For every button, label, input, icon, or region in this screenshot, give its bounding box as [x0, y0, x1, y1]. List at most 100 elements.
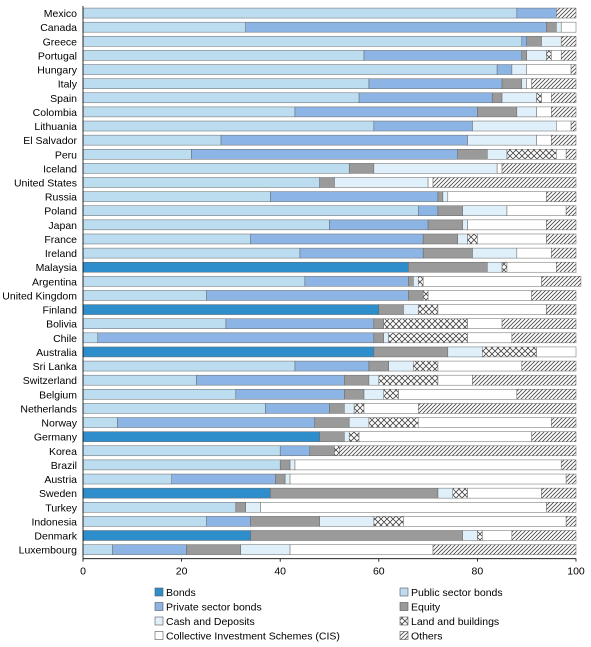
bar-row-iceland: [82, 163, 577, 174]
bar-segment-ireland-public-sector-bonds: [82, 247, 301, 259]
category-label-finland: Finland: [43, 305, 78, 317]
bar-segment-norway-collective-investment-schemes-cis: [417, 417, 552, 428]
category-label-korea: Korea: [49, 446, 77, 458]
bar-segment-el-salvador-others: [551, 134, 577, 146]
bar-segment-el-salvador-private-sector-bonds: [220, 134, 468, 146]
category-label-united-states: United States: [14, 178, 77, 190]
bar-segment-france-others: [546, 233, 577, 245]
bar-segment-france-land-and-buildings: [467, 233, 478, 245]
bar-segment-denmark-others: [511, 530, 577, 541]
bar-segment-united-states-cash-and-deposits: [334, 177, 429, 188]
bar-segment-ireland-equity: [422, 247, 473, 259]
bar-segment-australia-collective-investment-schemes-cis: [536, 346, 577, 358]
bar-segment-sweden-others: [541, 487, 577, 499]
bar-row-sri-lanka: [82, 360, 577, 372]
bar-segment-indonesia-land-and-buildings: [373, 516, 404, 527]
bar-segment-lithuania-cash-and-deposits: [472, 120, 557, 132]
bar-segment-lithuania-collective-investment-schemes-cis: [556, 120, 572, 132]
bar-segment-switzerland-cash-and-deposits: [368, 374, 380, 386]
bar-row-lithuania: [82, 120, 577, 132]
category-label-malaysia: Malaysia: [36, 262, 78, 274]
bar-segment-brazil-cash-and-deposits: [289, 459, 296, 471]
bar-segment-united-kingdom-equity: [408, 290, 424, 301]
bar-row-argentina: [82, 276, 582, 287]
legend-item-cash-and-deposits: Cash and Deposits: [154, 616, 255, 628]
bar-segment-colombia-public-sector-bonds: [82, 106, 296, 118]
bar-segment-indonesia-others: [565, 516, 577, 527]
bar-segment-korea-others: [339, 445, 577, 457]
bar-segment-chile-cash-and-deposits: [383, 332, 389, 344]
bar-segment-sweden-collective-investment-schemes-cis: [467, 487, 542, 499]
bar-segment-united-kingdom-public-sector-bonds: [82, 290, 207, 301]
bar-segment-switzerland-private-sector-bonds: [196, 374, 345, 386]
bar-segment-chile-private-sector-bonds: [97, 332, 375, 344]
bar-segment-argentina-public-sector-bonds: [82, 276, 306, 287]
bar-segment-norway-land-and-buildings: [368, 417, 419, 428]
bar-segment-finland-collective-investment-schemes-cis: [437, 304, 547, 315]
bar-segment-australia-bonds: [82, 346, 375, 358]
bar-segment-belgium-equity: [344, 389, 365, 400]
category-label-sweden: Sweden: [39, 488, 77, 500]
bar-segment-australia-cash-and-deposits: [447, 346, 483, 358]
bar-segment-greece-others: [560, 36, 577, 47]
bar-segment-netherlands-others: [417, 403, 577, 414]
bar-segment-peru-public-sector-bonds: [82, 149, 192, 160]
bar-segment-argentina-collective-investment-schemes-cis: [422, 276, 542, 287]
category-label-ireland: Ireland: [45, 248, 77, 260]
bar-segment-sri-lanka-public-sector-bonds: [82, 360, 296, 372]
bar-segment-lithuania-public-sector-bonds: [82, 120, 375, 132]
x-tick-label-20: 20: [176, 566, 188, 578]
bar-segment-ireland-others: [551, 247, 577, 259]
bar-row-brazil: [82, 459, 577, 471]
category-label-switzerland: Switzerland: [23, 375, 77, 387]
bar-segment-malaysia-collective-investment-schemes-cis: [506, 261, 557, 273]
bar-segment-portugal-others: [560, 50, 577, 61]
bar-segment-austria-public-sector-bonds: [82, 473, 172, 485]
legend-swatch-land-and-buildings: [399, 616, 409, 626]
bar-segment-russia-public-sector-bonds: [82, 191, 271, 202]
category-label-russia: Russia: [45, 192, 77, 204]
bar-segment-france-collective-investment-schemes-cis: [477, 233, 547, 245]
bar-segment-colombia-cash-and-deposits: [516, 106, 537, 118]
bar-segment-peru-equity: [457, 149, 488, 160]
bar-segment-ireland-cash-and-deposits: [472, 247, 518, 259]
bar-segment-peru-private-sector-bonds: [191, 149, 458, 160]
bar-segment-sri-lanka-others: [521, 360, 577, 372]
bar-segment-united-states-equity: [319, 177, 335, 188]
bar-segment-korea-equity: [309, 445, 335, 457]
bar-segment-argentina-others: [541, 276, 582, 287]
bar-segment-belgium-land-and-buildings: [383, 389, 399, 400]
bar-segment-brazil-public-sector-bonds: [82, 459, 281, 471]
bar-segment-iceland-cash-and-deposits: [373, 163, 498, 174]
bar-row-el-salvador: [82, 134, 577, 146]
bar-segment-netherlands-public-sector-bonds: [82, 403, 266, 414]
bar-segment-spain-collective-investment-schemes-cis: [541, 92, 552, 104]
bar-segment-turkey-collective-investment-schemes-cis: [260, 502, 547, 513]
bar-segment-italy-private-sector-bonds: [368, 78, 503, 89]
bar-segment-germany-bonds: [82, 431, 320, 442]
bar-row-australia: [82, 346, 577, 358]
bar-row-luxembourg: [82, 544, 577, 555]
bar-segment-malaysia-land-and-buildings: [501, 261, 508, 273]
bar-segment-greece-private-sector-bonds: [521, 36, 527, 47]
bar-row-spain: [82, 92, 577, 104]
category-label-portugal: Portugal: [38, 50, 77, 62]
bar-segment-denmark-equity: [250, 530, 463, 541]
category-label-hungary: Hungary: [37, 65, 77, 77]
x-tick-label-80: 80: [472, 566, 484, 578]
bar-row-united-states: [82, 177, 577, 188]
bar-row-belgium: [82, 389, 577, 400]
bar-segment-japan-others: [546, 219, 577, 231]
bar-segment-greece-equity: [526, 36, 542, 47]
category-label-poland: Poland: [44, 206, 77, 218]
bar-row-turkey: [82, 502, 577, 513]
bar-segment-indonesia-collective-investment-schemes-cis: [403, 516, 567, 527]
bar-segment-iceland-public-sector-bonds: [82, 163, 350, 174]
bar-segment-indonesia-private-sector-bonds: [206, 516, 251, 527]
bar-row-denmark: [82, 530, 577, 541]
bar-segment-peru-cash-and-deposits: [487, 149, 508, 160]
category-label-norway: Norway: [41, 418, 77, 430]
bar-segment-united-kingdom-collective-investment-schemes-cis: [427, 290, 532, 301]
bar-segment-united-kingdom-land-and-buildings: [422, 290, 429, 301]
bar-segment-norway-others: [551, 417, 577, 428]
